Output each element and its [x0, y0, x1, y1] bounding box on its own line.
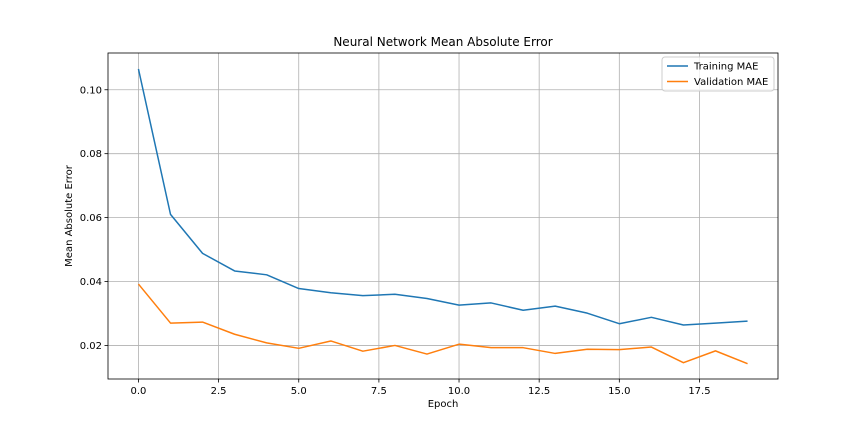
grid-layer: [108, 53, 778, 379]
plot-frame: [108, 53, 778, 379]
chart-title: Neural Network Mean Absolute Error: [333, 35, 552, 49]
legend-label: Validation MAE: [694, 77, 768, 88]
x-tick-label: 7.5: [371, 386, 387, 397]
x-tick-label: 15.0: [608, 386, 630, 397]
x-tick-label: 2.5: [211, 386, 227, 397]
series-line-training-mae: [138, 69, 747, 325]
y-tick-label: 0.08: [80, 149, 102, 160]
series-line-validation-mae: [138, 284, 747, 364]
legend-label: Training MAE: [693, 62, 758, 73]
x-tick-label: 10.0: [448, 386, 470, 397]
y-tick-label: 0.04: [80, 277, 102, 288]
y-axis-label: Mean Absolute Error: [64, 164, 75, 267]
x-tick-label: 17.5: [688, 386, 710, 397]
y-tick-label: 0.02: [80, 341, 102, 352]
y-tick-label: 0.06: [80, 213, 102, 224]
x-tick-label: 5.0: [291, 386, 307, 397]
legend: Training MAE Validation MAE: [662, 57, 774, 91]
x-axis-label: Epoch: [428, 399, 459, 410]
x-tick-label: 0.0: [131, 386, 147, 397]
series-layer: [138, 69, 747, 364]
x-tick-label: 12.5: [528, 386, 550, 397]
y-tick-label: 0.10: [80, 85, 102, 96]
